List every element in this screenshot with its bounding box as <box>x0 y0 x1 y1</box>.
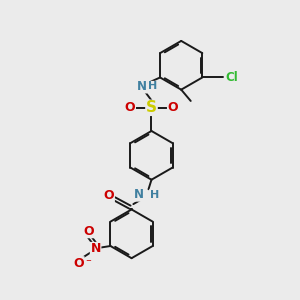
Text: H: H <box>148 81 157 92</box>
Text: H: H <box>150 190 159 200</box>
Text: O: O <box>125 101 135 114</box>
Text: O: O <box>168 101 178 114</box>
Text: N: N <box>134 188 144 201</box>
Text: O: O <box>104 189 114 202</box>
Text: Cl: Cl <box>225 71 238 84</box>
Text: ⁻: ⁻ <box>85 258 91 268</box>
Text: S: S <box>146 100 157 115</box>
Text: N: N <box>90 242 101 256</box>
Text: O: O <box>84 225 94 238</box>
Text: N: N <box>137 80 147 93</box>
Text: O: O <box>73 257 84 270</box>
